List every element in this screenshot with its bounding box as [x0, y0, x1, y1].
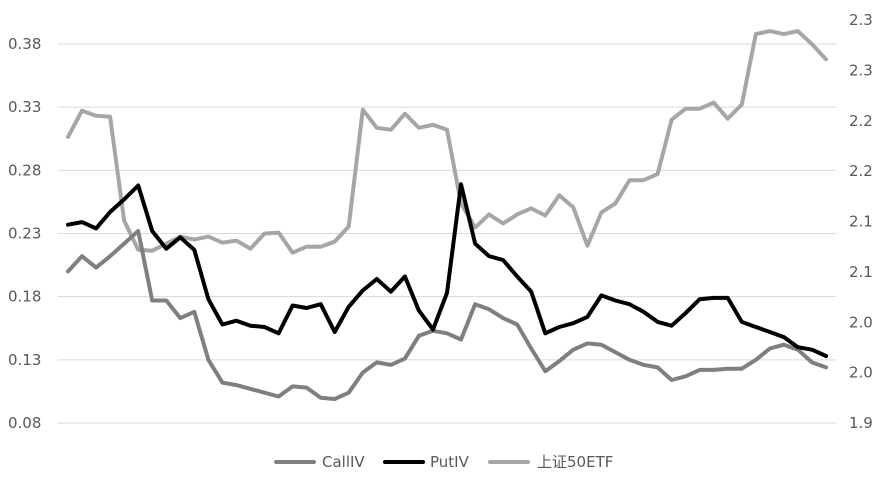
left-tick-label: 0.08	[8, 414, 41, 432]
series-line-50etf	[66, 29, 828, 255]
right-tick-label: 1.9	[849, 414, 873, 432]
legend: CallIV PutIV 上证50ETF	[274, 453, 613, 471]
left-tick-label: 0.13	[8, 351, 41, 369]
left-tick-label: 0.23	[8, 225, 41, 243]
right-tick-label: 2.0	[849, 313, 873, 331]
gridlines	[58, 43, 836, 424]
right-tick-label: 2.1	[849, 213, 873, 231]
right-tick-label: 2.3	[849, 11, 873, 29]
left-axis-ticks: 0.08 0.13 0.18 0.23 0.28 0.33 0.38	[8, 35, 41, 432]
right-tick-label: 2.1	[849, 263, 873, 281]
series-lines	[66, 29, 828, 401]
right-tick-label: 2.2	[849, 162, 873, 180]
right-tick-label: 2.3	[849, 61, 873, 79]
left-tick-label: 0.33	[8, 98, 41, 116]
right-tick-label: 2.0	[849, 364, 873, 382]
right-axis-ticks: 1.9 2.0 2.0 2.1 2.1 2.2 2.2 2.3 2.3	[849, 11, 873, 432]
right-tick-label: 2.2	[849, 112, 873, 130]
legend-label: 上证50ETF	[537, 453, 613, 471]
left-tick-label: 0.28	[8, 161, 41, 179]
series-line-putiv	[66, 182, 828, 358]
left-tick-label: 0.38	[8, 35, 41, 53]
legend-label: CallIV	[322, 453, 365, 471]
legend-label: PutIV	[430, 453, 470, 471]
left-tick-label: 0.18	[8, 288, 41, 306]
series-line-calliv	[66, 229, 828, 401]
